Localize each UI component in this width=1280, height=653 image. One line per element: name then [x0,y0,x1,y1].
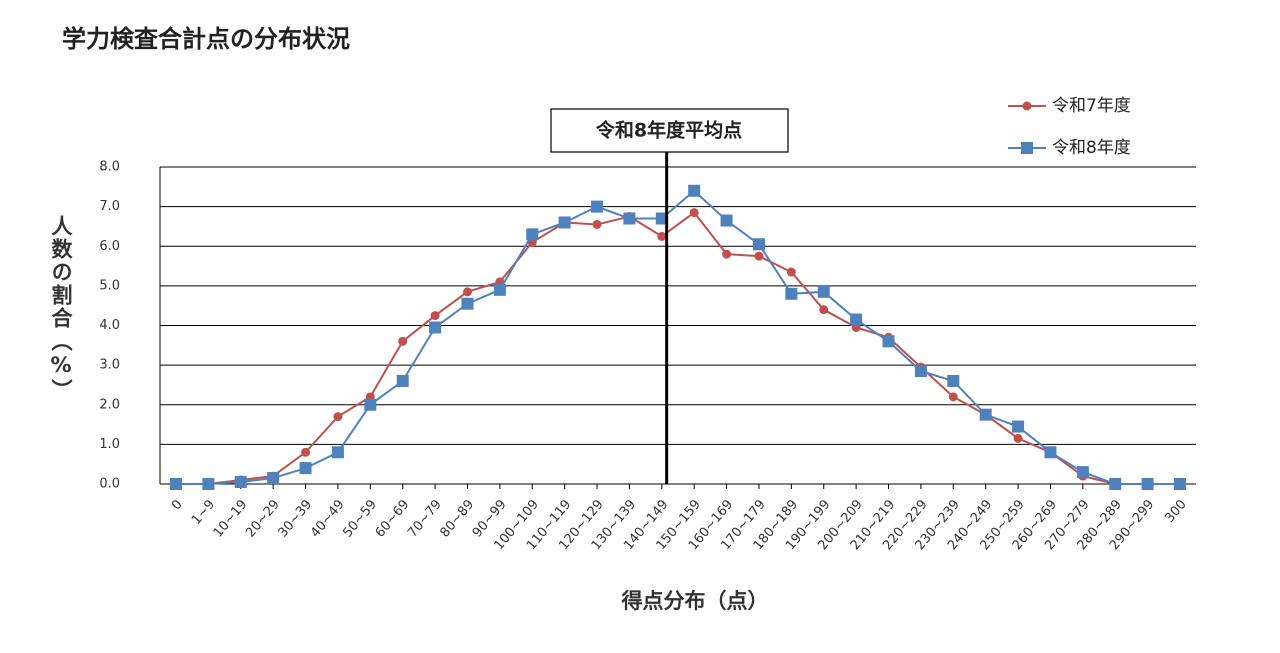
chart-title: 学力検査合計点の分布状況 [62,25,350,53]
y-tick-label: 2.0 [99,397,120,412]
marker [592,219,602,229]
legend-marker [1022,101,1032,111]
y-tick-label: 5.0 [99,278,120,293]
marker [689,208,699,218]
marker [850,313,863,326]
marker [817,285,830,298]
marker [914,365,927,378]
marker [1076,466,1089,479]
x-tick-label: 70~79 [405,497,445,540]
marker [301,447,311,457]
marker [979,408,992,421]
x-tick-label: 20~29 [243,497,283,540]
marker [1109,478,1122,490]
marker [657,231,667,241]
marker [299,462,312,475]
marker [396,374,409,387]
marker [688,184,701,197]
marker [752,238,765,251]
marker [785,287,798,300]
marker [1012,420,1025,433]
legend-marker [1021,142,1033,154]
y-tick-label: 3.0 [99,358,120,373]
x-tick-label: 300 [1162,497,1189,526]
annotation-box [550,108,789,153]
marker [526,228,539,241]
marker [364,398,377,411]
annotation-label: 令和8年度平均点 [596,119,742,142]
legend-label: 令和8年度 [1052,138,1131,158]
marker [591,200,604,213]
x-tick-label: 1~9 [189,497,218,528]
marker [333,412,343,422]
marker [170,478,182,490]
series-line [176,211,1180,485]
marker [754,251,764,261]
marker [1044,446,1057,459]
x-tick-label: 30~39 [276,497,316,540]
y-tick-label: 8.0 [99,160,120,175]
marker [493,283,506,296]
marker [786,267,796,277]
marker [623,212,636,225]
marker [947,374,960,387]
marker [1013,433,1023,443]
marker [558,216,571,229]
x-tick-label: 60~69 [373,497,413,540]
marker [430,311,440,321]
marker [461,297,474,310]
marker [331,446,344,459]
marker [948,392,958,402]
x-tick-label: 10~19 [211,497,251,540]
marker [819,305,829,315]
series-line [176,189,1180,485]
marker [234,476,247,489]
legend-label: 令和7年度 [1052,96,1131,116]
marker [462,287,472,297]
marker [429,321,442,334]
y-tick-label: 4.0 [99,318,120,333]
x-tick-label: 50~59 [340,497,380,540]
y-tick-label: 6.0 [99,239,120,254]
marker [655,212,668,225]
y-tick-label: 0.0 [99,477,120,492]
marker [202,478,215,490]
marker [398,336,408,346]
marker [267,472,280,485]
marker [882,335,895,348]
marker [720,214,733,227]
y-axis-label: 人数の割合（%） [49,215,73,402]
marker [1174,478,1186,490]
y-tick-label: 7.0 [99,199,120,214]
y-tick-label: 1.0 [99,437,120,452]
x-tick-label: 0 [169,497,186,513]
x-axis-label: 得点分布（点） [621,589,769,613]
marker [722,249,732,259]
marker [1141,478,1154,490]
x-tick-label: 80~89 [437,497,477,540]
x-tick-label: 40~49 [308,497,348,540]
